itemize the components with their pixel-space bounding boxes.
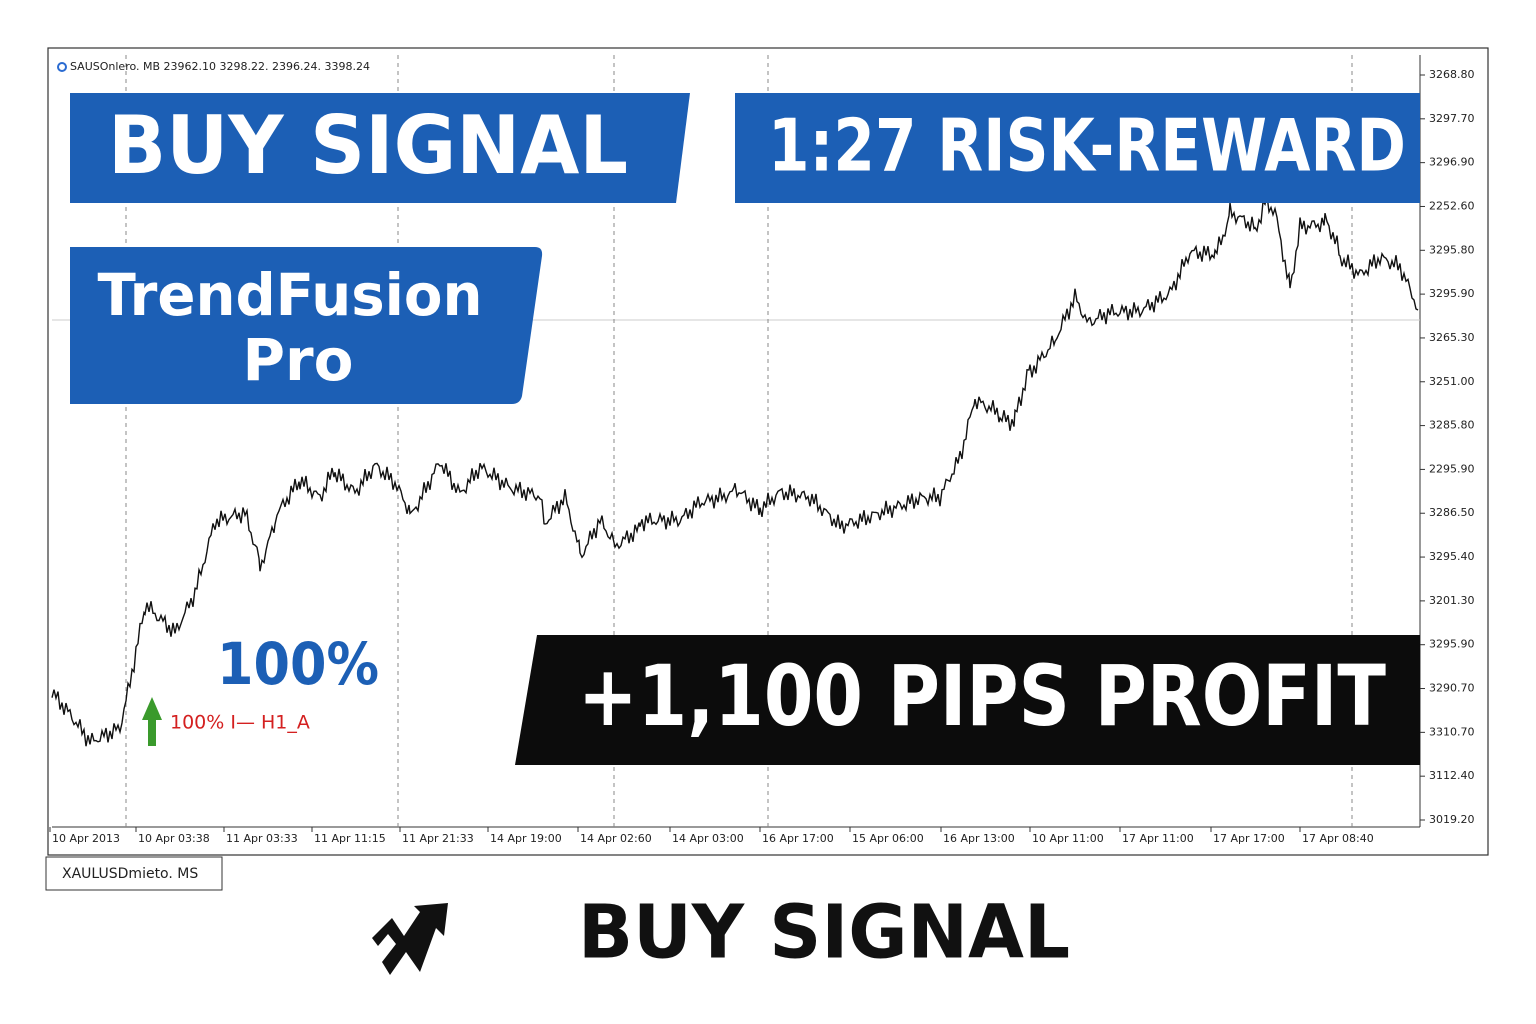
time-label: 15 Apr 06:00 <box>852 832 924 845</box>
risk-reward-text: 1:27 RISK-REWARD <box>768 104 1406 188</box>
time-label: 14 Apr 02:60 <box>580 832 652 845</box>
price-label: 3296.90 <box>1429 156 1475 169</box>
price-label: 3295.90 <box>1429 287 1475 300</box>
footer-title: BUY SIGNAL <box>578 890 1070 976</box>
time-label: 10 Apr 03:38 <box>138 832 210 845</box>
buy-signal-text: BUY SIGNAL <box>108 99 628 192</box>
time-label: 16 Apr 17:00 <box>762 832 834 845</box>
price-label: 3286.50 <box>1429 506 1475 519</box>
symbol-icon <box>57 62 67 72</box>
product-edition: Pro <box>243 326 354 394</box>
symbol-info: SAUSOnlero. MB 23962.10 3298.22. 2396.24… <box>70 60 370 73</box>
indicator-percent: 100% <box>217 630 379 698</box>
time-label: 10 Apr 2013 <box>52 832 120 845</box>
profit-text: +1,100 PIPS PROFIT <box>578 647 1386 745</box>
price-line <box>51 195 1419 747</box>
time-label: 10 Apr 11:00 <box>1032 832 1104 845</box>
price-label: 3295.80 <box>1429 243 1475 256</box>
time-label: 11 Apr 21:33 <box>402 832 474 845</box>
price-label: 3295.40 <box>1429 550 1475 563</box>
time-label: 17 Apr 11:00 <box>1122 832 1194 845</box>
price-label: 3297.70 <box>1429 112 1475 125</box>
time-label: 16 Apr 13:00 <box>943 832 1015 845</box>
logo-icon <box>372 903 448 975</box>
price-label: 2295.90 <box>1429 462 1475 475</box>
price-label: 3290.70 <box>1429 682 1475 695</box>
price-label: 3251.00 <box>1429 375 1475 388</box>
price-label: 3268.80 <box>1429 68 1475 81</box>
time-label: 14 Apr 19:00 <box>490 832 562 845</box>
time-label: 11 Apr 11:15 <box>314 832 386 845</box>
price-label: 2252.60 <box>1429 199 1475 212</box>
symbol-tab-label[interactable]: XAULUSDmieto. MS <box>62 866 198 882</box>
price-label: 3285.80 <box>1429 419 1475 432</box>
profit-banner <box>515 635 1420 765</box>
price-label: 3019.20 <box>1429 813 1475 826</box>
indicator-label: 100% I— H1_A <box>170 712 310 734</box>
price-label: 3265.30 <box>1429 331 1475 344</box>
buy-signal-banner <box>70 93 690 203</box>
price-label: 3201.30 <box>1429 594 1475 607</box>
time-label: 14 Apr 03:00 <box>672 832 744 845</box>
time-label: 17 Apr 08:40 <box>1302 832 1374 845</box>
buy-arrow <box>142 697 162 746</box>
price-label: 3310.70 <box>1429 725 1475 738</box>
risk-reward-banner <box>735 93 1420 203</box>
symbol-tab[interactable] <box>45 856 223 891</box>
time-label: 17 Apr 17:00 <box>1213 832 1285 845</box>
product-banner <box>70 247 543 404</box>
product-name: TrendFusion <box>98 261 483 329</box>
price-label: 3295.90 <box>1429 638 1475 651</box>
time-label: 11 Apr 03:33 <box>226 832 298 845</box>
price-label: 3112.40 <box>1429 769 1475 782</box>
